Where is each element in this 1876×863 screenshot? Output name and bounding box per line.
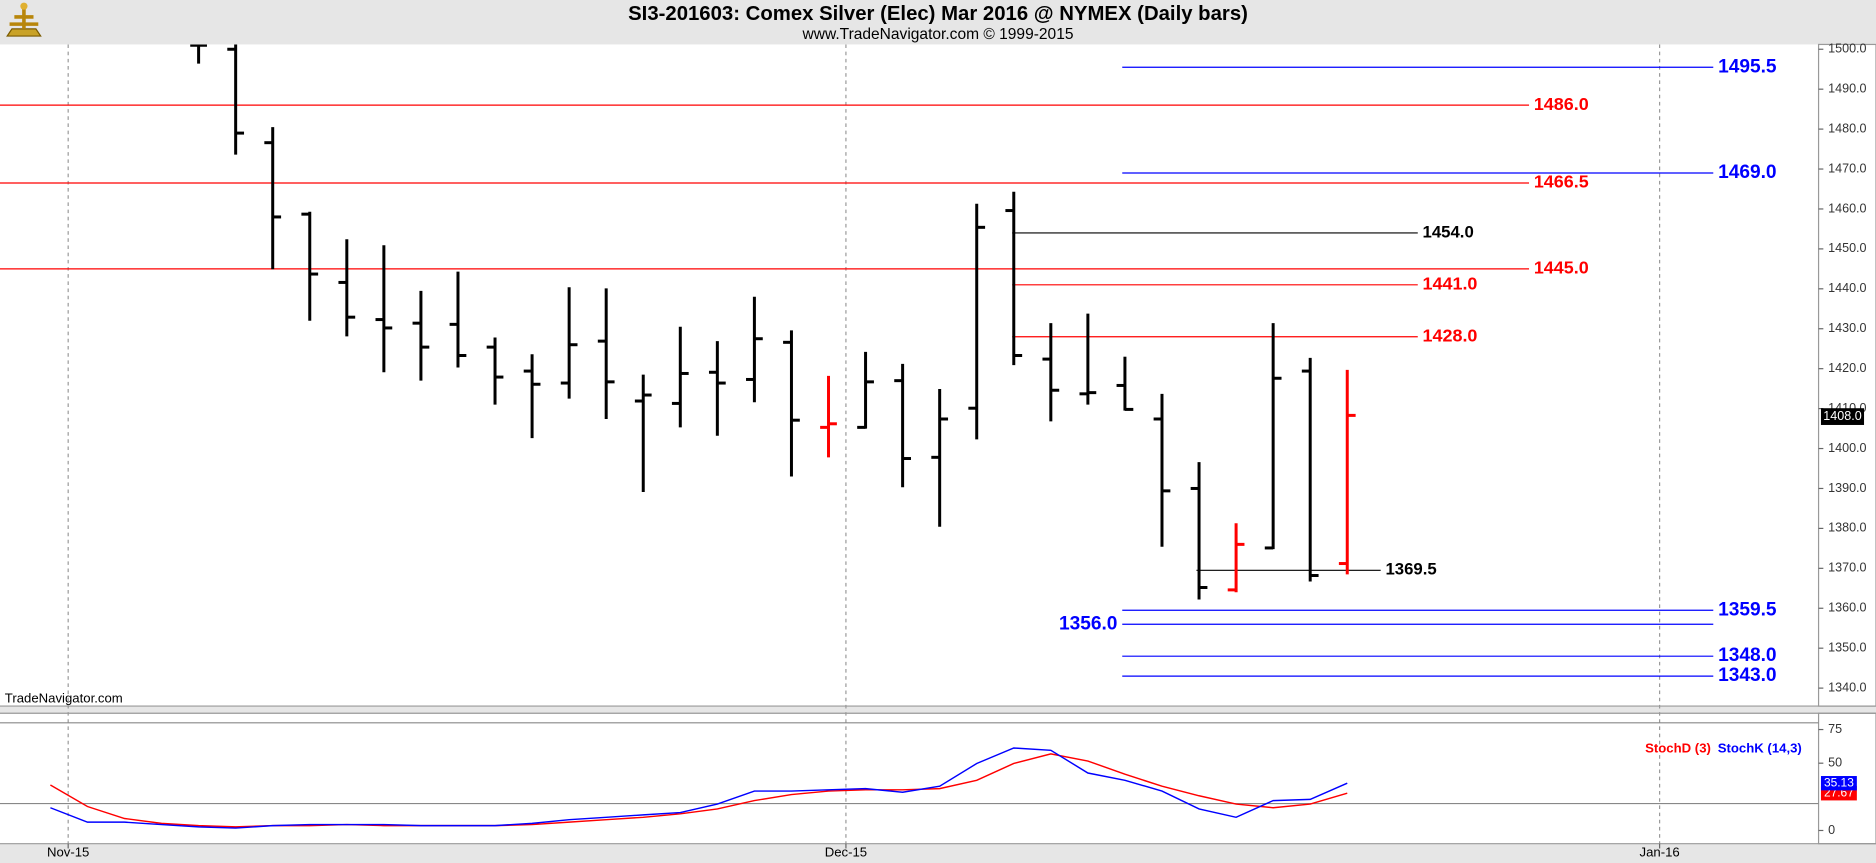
x-tick-label: Nov-15	[47, 845, 89, 860]
chart-title: SI3-201603: Comex Silver (Elec) Mar 2016…	[628, 3, 1248, 25]
stoch-tick-label: 50	[1828, 756, 1842, 770]
last-price-box	[1820, 408, 1865, 425]
stoch-panel	[0, 713, 1819, 844]
ohlc-bar	[523, 354, 541, 439]
level-label: 1359.5	[1718, 599, 1777, 620]
stoch-tick-label: 0	[1828, 823, 1835, 837]
ohlc-bar	[1190, 462, 1208, 600]
ohlc-bar	[968, 203, 986, 440]
ohlc-bar	[486, 337, 504, 405]
x-tick-label: Jan-16	[1639, 845, 1679, 860]
level-label: 1441.0	[1423, 274, 1478, 294]
ohlc-bar	[1301, 357, 1319, 582]
level-label: 1369.5	[1385, 560, 1436, 579]
ohlc-bar	[190, 44, 207, 64]
ohlc-bar	[264, 127, 282, 270]
ohlc-bar	[1264, 323, 1282, 550]
ohlc-bar	[375, 245, 393, 373]
ohlc-bar	[1227, 523, 1245, 593]
ohlc-bar	[227, 44, 245, 155]
ohlc-bar	[894, 363, 911, 488]
ohlc-bar	[783, 330, 800, 477]
ohlc-bar	[1079, 313, 1097, 405]
y-tick-label: 1470.0	[1828, 161, 1866, 175]
ohlc-bar	[931, 389, 949, 527]
price-panel	[0, 44, 1819, 707]
y-tick-label: 1350.0	[1828, 640, 1866, 654]
ohlc-bar	[820, 375, 837, 458]
ohlc-bar	[412, 290, 430, 381]
stoch-last-label: 35.13	[1824, 775, 1854, 789]
y-tick-label: 1490.0	[1828, 81, 1866, 95]
legend-entry: StochK (14,3)	[1718, 741, 1802, 756]
y-tick-label: 1500.0	[1828, 42, 1866, 56]
y-tick-label: 1440.0	[1828, 281, 1866, 295]
last-price-label: 1408.0	[1823, 409, 1861, 423]
ohlc-bar	[634, 374, 652, 493]
legend-entry: StochD (3)	[1645, 741, 1711, 756]
level-label: 1486.0	[1534, 94, 1589, 114]
stoch-plot	[50, 747, 1348, 829]
level-label: 1348.0	[1718, 645, 1777, 666]
y-tick-label: 1360.0	[1828, 601, 1866, 615]
y-tick-label: 1370.0	[1828, 561, 1866, 575]
ohlc-bar	[1338, 369, 1356, 575]
ohlc-bar	[449, 271, 467, 368]
ohlc-bar	[708, 341, 726, 436]
ohlc-bar	[857, 351, 874, 429]
ohlc-bar	[338, 239, 356, 337]
level-label: 1343.0	[1718, 665, 1777, 686]
ohlc-bar	[301, 211, 319, 321]
ohlc-bar	[597, 288, 615, 419]
watermark: TradeNavigator.com	[5, 690, 123, 705]
ohlc-bar	[746, 296, 763, 403]
level-label: 1469.0	[1718, 162, 1777, 183]
level-label: 1356.0	[1059, 613, 1118, 634]
y-tick-label: 1480.0	[1828, 121, 1866, 135]
level-label: 1454.0	[1423, 222, 1474, 241]
stoch-last-box	[1820, 776, 1857, 791]
logo	[6, 2, 42, 37]
ohlc-bar	[1042, 323, 1060, 422]
y-tick-label: 1400.0	[1828, 441, 1866, 455]
level-label: 1495.5	[1718, 56, 1777, 77]
y-tick-label: 1390.0	[1828, 481, 1866, 495]
y-tick-label: 1430.0	[1828, 321, 1866, 335]
x-tick-label: Dec-15	[825, 845, 867, 860]
level-label: 1466.5	[1534, 172, 1589, 192]
ohlc-bar	[671, 326, 689, 428]
ohlc-bar	[560, 287, 578, 399]
y-tick-label: 1460.0	[1828, 201, 1866, 215]
chart-subtitle: www.TradeNavigator.com © 1999-2015	[802, 26, 1074, 43]
price-axis-area	[1817, 43, 1876, 707]
y-tick-label: 1420.0	[1828, 361, 1866, 375]
ohlc-bar	[1116, 356, 1134, 411]
stoch-tick-label: 75	[1828, 722, 1842, 736]
y-tick-label: 1340.0	[1828, 680, 1866, 694]
level-label: 1445.0	[1534, 258, 1589, 278]
price-plot	[0, 44, 1714, 677]
ohlc-bar	[1005, 191, 1023, 366]
level-label: 1428.0	[1423, 325, 1478, 345]
stoch-line	[50, 747, 1348, 829]
y-tick-label: 1450.0	[1828, 241, 1866, 255]
y-tick-label: 1380.0	[1828, 521, 1866, 535]
ohlc-bar	[1153, 393, 1171, 547]
